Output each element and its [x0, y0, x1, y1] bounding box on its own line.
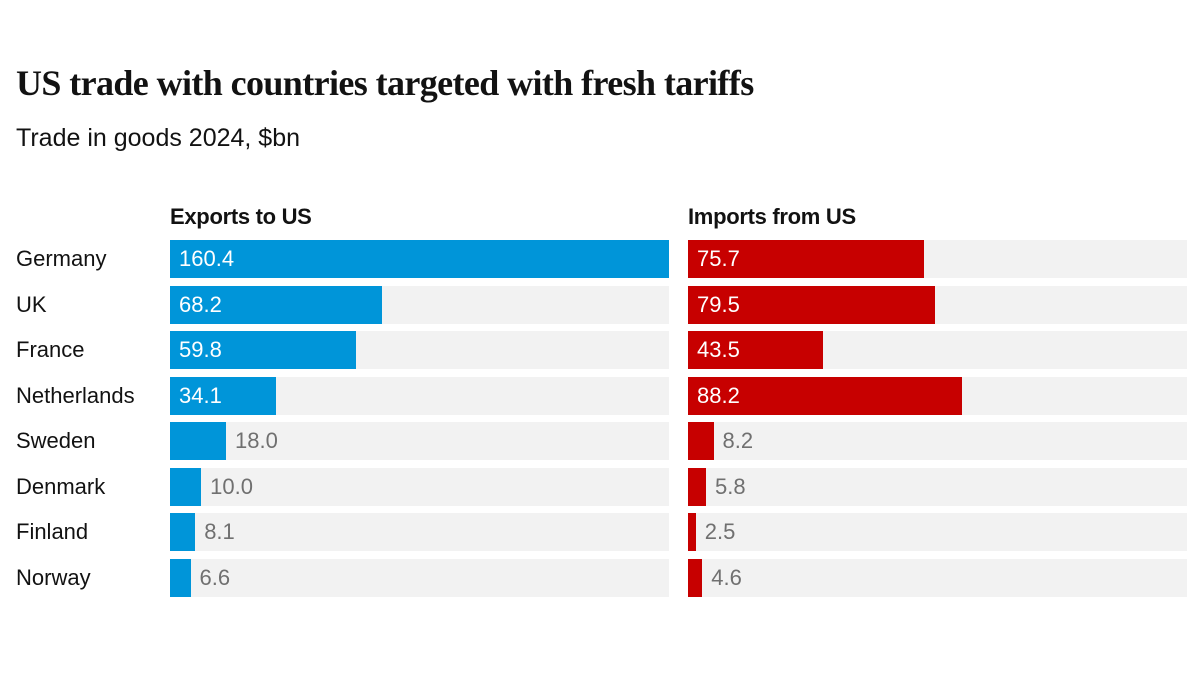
- imports-track-germany: 75.7: [688, 240, 1187, 278]
- exports-bar-netherlands: [170, 376, 277, 415]
- imports-bar-denmark: [688, 467, 707, 506]
- exports-bar-sweden: [170, 422, 226, 460]
- exports-value-label-finland: 8.1: [204, 519, 235, 544]
- imports-value-label-germany: 75.7: [697, 246, 740, 271]
- exports-value-label-denmark: 10.0: [210, 473, 253, 499]
- exports-track-germany: 160.4: [170, 240, 669, 278]
- imports-bar-uk: [688, 285, 936, 324]
- exports-bar-germany: [170, 240, 669, 278]
- imports-value-label-netherlands: 88.2: [697, 382, 740, 408]
- imports-value-label-finland: 2.5: [704, 519, 736, 544]
- exports-track-finland: 8.1: [170, 513, 669, 551]
- exports-value-label-uk: 68.2: [179, 291, 222, 317]
- exports-track-netherlands: 34.1: [170, 376, 669, 415]
- imports-bar-sweden: [688, 422, 714, 460]
- country-label-france: France: [16, 337, 85, 362]
- exports-track-sweden: 18.0: [170, 422, 669, 460]
- exports-bar-france: [170, 331, 357, 369]
- imports-track-netherlands: 88.2: [688, 376, 1187, 415]
- country-label-norway: Norway: [16, 564, 91, 590]
- exports-bar-finland: [170, 513, 196, 551]
- exports-track-norway: 6.6: [170, 558, 669, 597]
- chart-title: US trade with countries targeted with fr…: [16, 63, 754, 103]
- country-label-finland: Finland: [16, 519, 89, 544]
- imports-value-label-norway: 4.6: [711, 564, 742, 590]
- imports-track-finland: 2.5: [688, 513, 1187, 551]
- exports-bar-uk: [170, 285, 383, 324]
- imports-value-label-sweden: 8.2: [722, 428, 754, 453]
- imports-bar-finland: [688, 513, 696, 551]
- exports-value-label-sweden: 18.0: [234, 428, 278, 453]
- imports-bar-netherlands: [688, 376, 963, 415]
- exports-value-label-france: 59.8: [179, 337, 222, 362]
- imports-track-france: 43.5: [688, 331, 1187, 369]
- imports-track-sweden: 8.2: [688, 422, 1187, 460]
- exports-value-label-norway: 6.6: [199, 564, 231, 590]
- imports-value-label-uk: 79.5: [697, 291, 740, 317]
- exports-panel-header: Exports to US: [170, 204, 312, 229]
- country-label-sweden: Sweden: [16, 428, 96, 453]
- country-label-denmark: Denmark: [16, 473, 106, 499]
- imports-value-label-france: 43.5: [697, 337, 740, 362]
- country-label-germany: Germany: [16, 246, 107, 271]
- exports-value-label-netherlands: 34.1: [179, 382, 222, 408]
- exports-track-denmark: 10.0: [170, 467, 669, 506]
- chart-subtitle: Trade in goods 2024, $bn: [16, 124, 301, 152]
- imports-track-norway: 4.6: [688, 558, 1187, 597]
- imports-bar-norway: [688, 558, 703, 597]
- imports-bar-germany: [688, 240, 924, 278]
- exports-track-uk: 68.2: [170, 285, 669, 324]
- country-label-uk: UK: [16, 291, 47, 317]
- exports-bar-denmark: [170, 467, 202, 506]
- imports-value-label-denmark: 5.8: [715, 473, 746, 499]
- imports-panel-header: Imports from US: [688, 204, 856, 229]
- exports-bar-norway: [170, 558, 191, 597]
- exports-value-label-germany: 160.4: [179, 246, 235, 271]
- imports-track-uk: 79.5: [688, 285, 1187, 324]
- imports-bar-france: [688, 331, 824, 369]
- exports-track-france: 59.8: [170, 331, 669, 369]
- imports-track-denmark: 5.8: [688, 467, 1187, 506]
- country-label-netherlands: Netherlands: [16, 382, 135, 408]
